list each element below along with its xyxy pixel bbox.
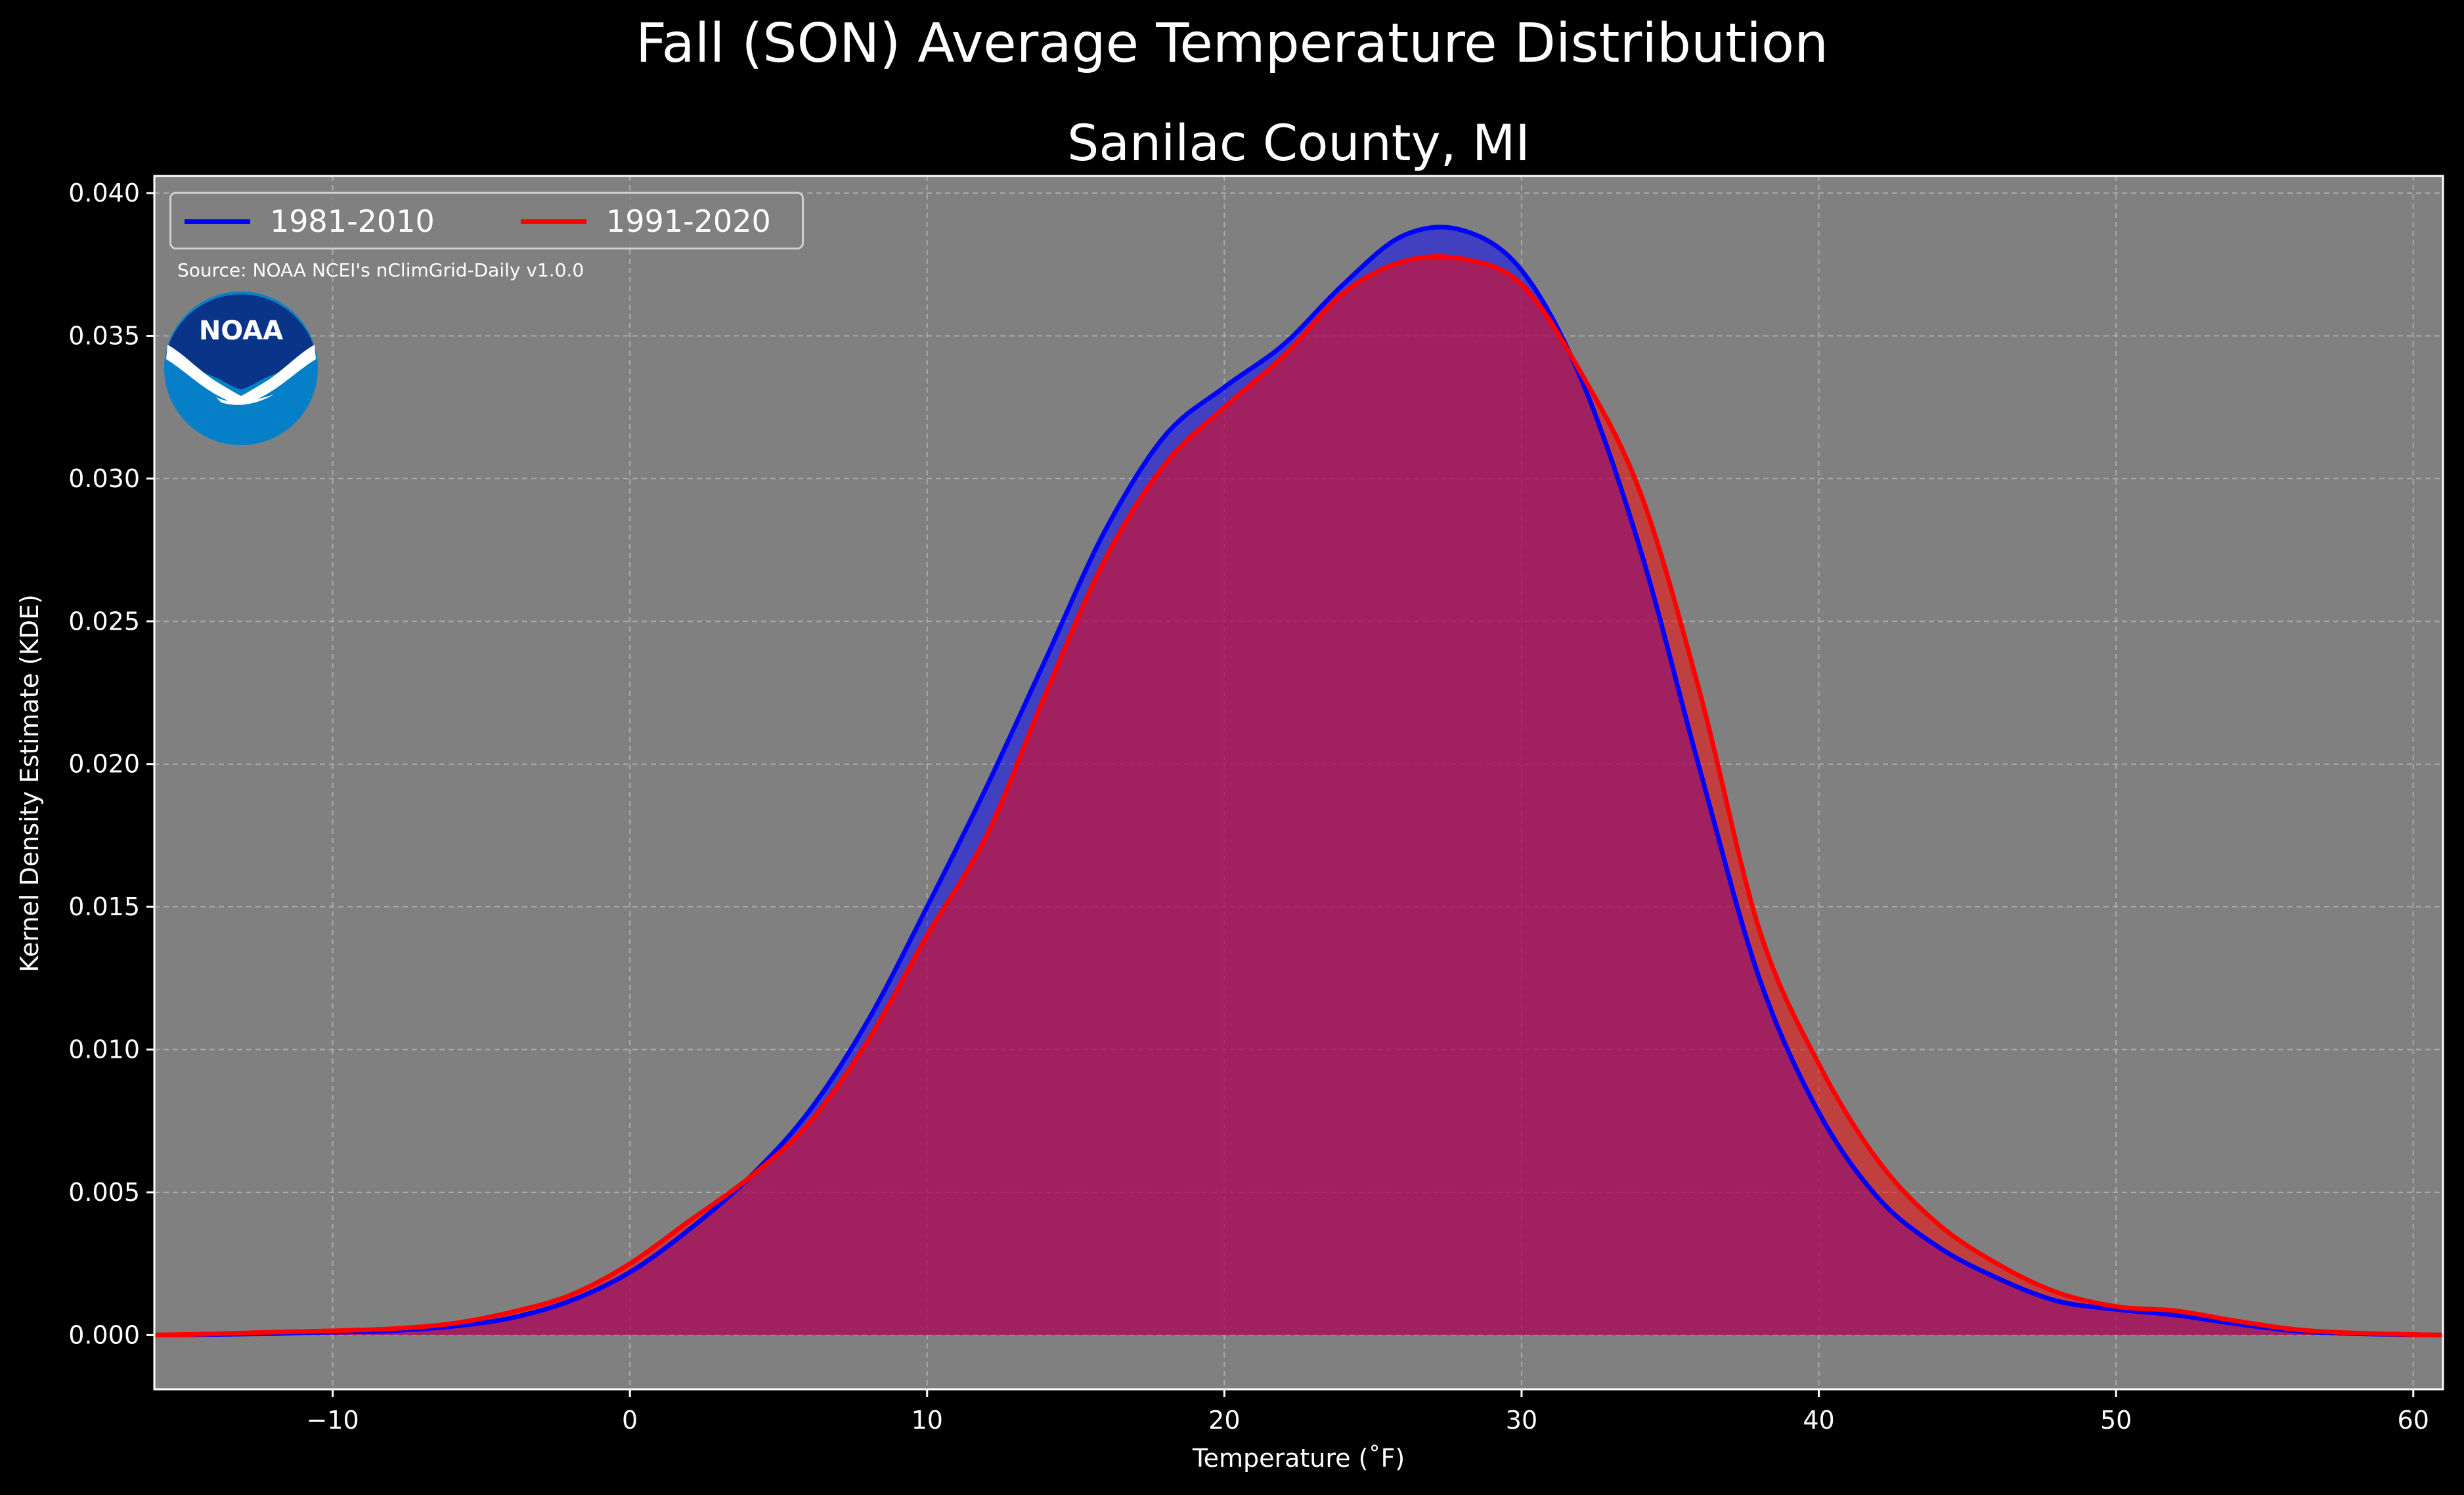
- y-tick-label: 0.005: [68, 1178, 140, 1207]
- y-tick-label: 0.035: [68, 322, 140, 351]
- y-tick-label: 0.015: [68, 892, 140, 921]
- y-axis-label: Kernel Density Estimate (KDE): [15, 594, 44, 972]
- plot-frame: [153, 175, 2444, 1391]
- legend-swatch-1991: [521, 219, 586, 224]
- x-tick-label: −10: [306, 1406, 359, 1435]
- x-tick-label: 50: [2100, 1406, 2132, 1435]
- y-tick-label: 0.030: [68, 464, 140, 493]
- figure-title: Fall (SON) Average Temperature Distribut…: [635, 12, 1829, 75]
- area-layer: [154, 227, 2443, 1335]
- legend-label-1991: 1991-2020: [606, 204, 771, 239]
- legend-entry-1981: 1981-2010: [185, 203, 435, 240]
- series-line-1981-2010: [154, 225, 2444, 1337]
- x-tick-label: 20: [1208, 1406, 1240, 1435]
- tick-layer: −10 0 10 20 30 40 50 60 0.000 0.005 0.010 0.015 0.02…: [68, 179, 2429, 1435]
- x-tick-label: 30: [1506, 1406, 1537, 1435]
- chart-title: Sanilac County, MI: [1067, 114, 1530, 172]
- x-tick-label: 10: [912, 1406, 943, 1435]
- x-tick-label: 60: [2398, 1406, 2429, 1435]
- legend-swatch-1981: [185, 219, 250, 224]
- series-line-1991-2020: [154, 254, 2444, 1337]
- y-tick-label: 0.010: [68, 1035, 140, 1064]
- x-tick-label: 40: [1803, 1406, 1834, 1435]
- x-tick-label: 0: [622, 1406, 638, 1435]
- y-tick-label: 0.020: [68, 750, 140, 779]
- y-tick-label: 0.040: [68, 179, 140, 207]
- series-area-1991-2020: [154, 256, 2443, 1335]
- line-layer: [154, 225, 2444, 1337]
- y-tick-label: 0.000: [68, 1320, 140, 1349]
- noaa-logo-text: NOAA: [199, 316, 283, 346]
- legend: 1981-2010 1991-2020: [169, 192, 804, 249]
- noaa-logo: NOAA: [164, 292, 318, 445]
- y-tick-label: 0.025: [68, 607, 140, 636]
- legend-entry-1991: 1991-2020: [521, 203, 771, 240]
- source-note: Source: NOAA NCEI's nClimGrid-Daily v1.0…: [177, 259, 584, 281]
- x-axis-label: Temperature (˚F): [1192, 1444, 1405, 1473]
- legend-label-1981: 1981-2010: [270, 204, 435, 239]
